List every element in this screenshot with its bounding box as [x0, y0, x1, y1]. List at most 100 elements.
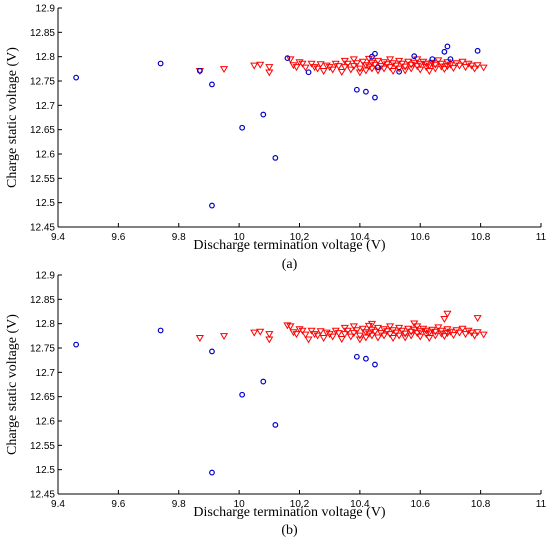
data-point-triangle: [265, 64, 274, 72]
data-point-triangle: [470, 332, 479, 340]
data-point-circle: [260, 111, 267, 118]
data-point-triangle: [283, 322, 292, 330]
y-tick-label: 12.55: [30, 441, 55, 452]
data-point-triangle: [352, 60, 361, 68]
data-point-circle: [363, 88, 369, 95]
data-point-circle: [157, 60, 164, 67]
data-point-triangle: [389, 335, 398, 342]
data-point-triangle: [428, 59, 437, 67]
data-point-triangle: [310, 331, 319, 339]
data-point-triangle: [440, 66, 449, 74]
x-tick-label: 10.6: [411, 232, 431, 243]
data-point-triangle: [310, 64, 319, 72]
data-point-triangle: [346, 333, 355, 341]
data-point-triangle: [328, 333, 337, 341]
data-point-triangle: [410, 326, 419, 334]
data-point-triangle: [479, 64, 488, 72]
x-tick-label: 9.8: [172, 499, 186, 510]
y-tick-label: 12.45: [30, 490, 55, 501]
x-tick-label: 10.8: [471, 499, 491, 510]
data-point-triangle: [364, 322, 374, 330]
data-point-triangle: [373, 67, 383, 75]
data-point-triangle: [461, 331, 470, 339]
data-point-circle: [353, 353, 360, 360]
data-point-circle: [369, 53, 375, 60]
data-point-circle: [157, 327, 164, 334]
data-point-triangle: [437, 327, 446, 335]
x-tick-label: 10: [234, 232, 246, 243]
data-point-triangle: [358, 325, 367, 333]
data-point-triangle: [319, 68, 328, 75]
y-tick-label: 12.8: [36, 52, 56, 63]
data-point-circle: [209, 81, 215, 88]
data-point-triangle: [455, 329, 464, 337]
data-point-triangle: [431, 61, 440, 69]
y-tick-label: 12.7: [36, 368, 56, 379]
data-point-triangle: [470, 65, 479, 73]
data-point-circle: [474, 47, 481, 54]
data-point-triangle: [301, 331, 310, 339]
data-point-circle: [209, 469, 215, 476]
data-point-triangle: [334, 63, 343, 71]
data-point-triangle: [422, 60, 431, 68]
data-point-triangle: [313, 65, 322, 73]
data-point-triangle: [455, 62, 464, 70]
data-point-triangle: [337, 336, 346, 343]
x-tick-label: 9.4: [51, 499, 65, 510]
data-point-triangle: [349, 330, 358, 338]
data-point-triangle: [401, 67, 410, 75]
data-point-triangle: [346, 66, 355, 74]
data-point-triangle: [379, 65, 389, 73]
data-point-triangle: [367, 59, 377, 67]
data-point-triangle: [416, 328, 425, 336]
y-tick-label: 12.5: [36, 465, 56, 476]
data-point-triangle: [410, 59, 419, 67]
data-point-triangle: [250, 62, 259, 70]
data-point-triangle: [337, 69, 346, 76]
data-point-triangle: [440, 316, 449, 323]
y-tick-label: 12.9: [36, 4, 56, 15]
data-point-triangle: [449, 332, 458, 340]
data-point-circle: [372, 361, 378, 368]
data-point-triangle: [431, 328, 440, 336]
data-point-triangle: [385, 323, 395, 331]
data-point-triangle: [401, 63, 410, 71]
data-point-circle: [441, 48, 448, 55]
data-point-triangle: [307, 327, 316, 335]
data-point-triangle: [316, 328, 325, 336]
data-point-triangle: [364, 63, 374, 71]
x-tick-label: 9.8: [172, 232, 186, 243]
data-point-triangle: [286, 323, 295, 331]
data-point-triangle: [364, 330, 374, 338]
data-point-circle: [73, 74, 80, 81]
data-point-triangle: [334, 330, 343, 338]
data-point-triangle: [473, 315, 482, 323]
data-point-triangle: [449, 65, 458, 73]
y-tick-label: 12.8: [36, 319, 56, 330]
data-point-triangle: [361, 329, 370, 337]
data-point-triangle: [446, 61, 455, 69]
data-point-triangle: [361, 62, 370, 70]
data-point-triangle: [304, 336, 313, 344]
data-point-triangle: [286, 56, 295, 64]
data-point-circle: [209, 348, 215, 355]
x-tick-label: 10.2: [290, 499, 310, 510]
data-point-triangle: [464, 60, 473, 68]
x-tick-label: 10.4: [350, 499, 370, 510]
y-tick-label: 12.85: [30, 28, 55, 39]
data-point-circle: [239, 124, 246, 131]
data-point-circle: [444, 43, 451, 50]
data-point-triangle: [256, 61, 265, 69]
data-point-circle: [353, 86, 360, 93]
data-point-triangle: [413, 330, 422, 338]
data-point-circle: [260, 378, 267, 385]
data-point-triangle: [349, 63, 358, 71]
y-tick-label: 12.9: [36, 271, 56, 282]
data-point-triangle: [355, 332, 364, 340]
data-point-circle: [196, 67, 203, 74]
y-tick-label: 12.85: [30, 295, 55, 306]
data-point-triangle: [340, 64, 349, 72]
data-point-triangle: [355, 69, 364, 77]
data-point-triangle: [373, 334, 383, 342]
